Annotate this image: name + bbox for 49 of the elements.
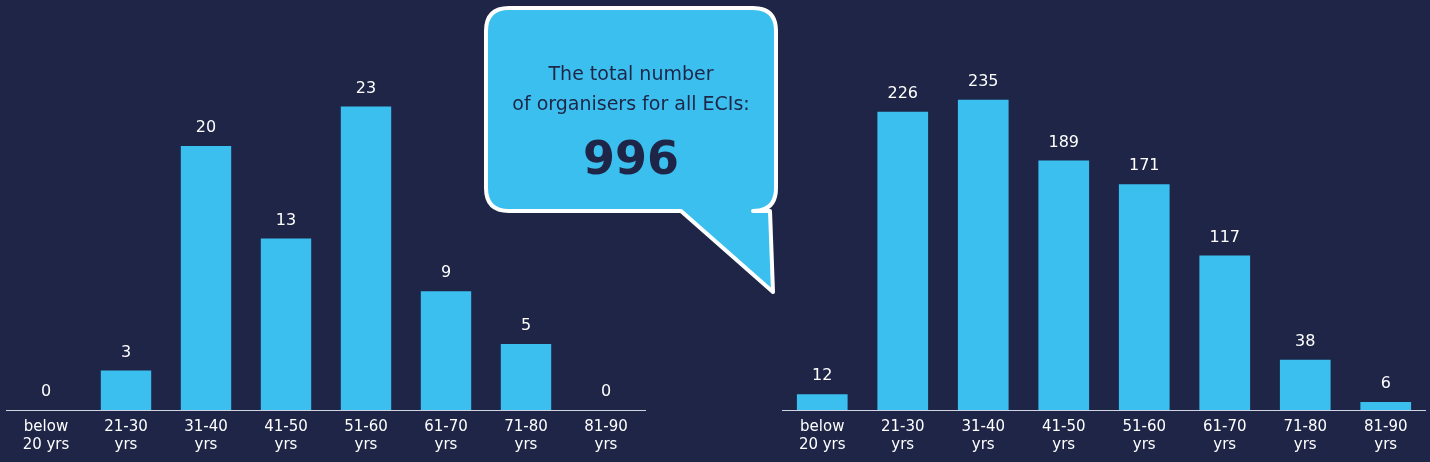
x-tick-label: below 20 yrs	[22, 416, 70, 453]
data-label: 235	[967, 70, 999, 90]
bar	[180, 146, 232, 410]
bar	[420, 291, 472, 410]
x-tick-label: 71-80 yrs	[504, 416, 548, 453]
x-tick-label: 21-30 yrs	[880, 416, 925, 453]
x-tick-label: 51-60 yrs	[1122, 416, 1167, 453]
x-tick-label: 41-50 yrs	[264, 416, 308, 453]
data-label: 12	[812, 365, 833, 385]
bar	[1118, 184, 1170, 410]
bar	[100, 370, 152, 410]
bar	[1360, 402, 1412, 410]
bar	[1038, 160, 1090, 410]
data-label: 0	[40, 381, 52, 401]
annotation: of organisers for all ECIs:	[511, 92, 751, 114]
x-tick-label: 41-50 yrs	[1041, 416, 1086, 453]
bar	[796, 394, 848, 410]
data-label: 226	[887, 82, 919, 102]
data-label: 3	[120, 341, 132, 361]
bar	[1279, 359, 1331, 410]
x-tick-label: 61-70 yrs	[424, 416, 468, 453]
x-tick-label: 21-30 yrs	[104, 416, 148, 453]
bar	[957, 99, 1009, 410]
x-tick-label: 61-70 yrs	[1202, 416, 1247, 453]
bar	[877, 111, 929, 410]
data-label: 6	[1380, 373, 1391, 393]
data-label: 171	[1128, 155, 1160, 175]
data-label: 9	[440, 262, 452, 282]
data-label: 23	[355, 77, 377, 97]
x-tick-label: 31-40 yrs	[961, 416, 1006, 453]
text: The total number	[547, 62, 715, 84]
data-label: 189	[1048, 131, 1080, 151]
data-label: 20	[195, 117, 217, 137]
data-label: 38	[1295, 331, 1316, 350]
x-tick-label: 81-90 yrs	[584, 416, 628, 453]
data-label: 117	[1209, 226, 1241, 246]
x-tick-label: 51-60 yrs	[344, 416, 388, 453]
bar	[340, 106, 392, 410]
data-label: 5	[520, 315, 532, 335]
x-tick-label: 71-80 yrs	[1283, 416, 1328, 453]
bar	[260, 238, 312, 410]
data-label: 13	[275, 209, 297, 229]
annotation: 996	[582, 131, 680, 185]
x-tick-label: 81-90 yrs	[1363, 416, 1408, 453]
data-label: 0	[600, 381, 612, 401]
x-tick-label: 31-40 yrs	[184, 416, 228, 453]
bar	[500, 344, 552, 410]
bar	[1199, 255, 1251, 410]
x-tick-label: below 20 yrs	[798, 416, 846, 453]
